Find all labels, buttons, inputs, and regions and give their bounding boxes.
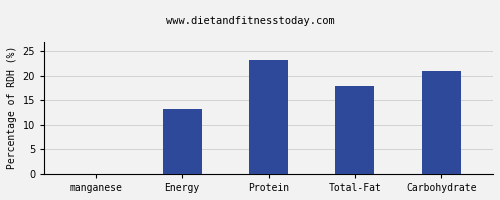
Y-axis label: Percentage of RDH (%): Percentage of RDH (%)	[7, 46, 17, 169]
Bar	[422, 71, 461, 174]
Bar	[336, 86, 374, 174]
Bar	[163, 109, 202, 174]
Text: www.dietandfitnesstoday.com: www.dietandfitnesstoday.com	[166, 16, 334, 25]
Bar	[249, 60, 288, 174]
Title: McDONALD’S, Cheeseburger per 100g
www.dietandfitnesstoday.com: McDONALD’S, Cheeseburger per 100g www.di…	[0, 199, 1, 200]
